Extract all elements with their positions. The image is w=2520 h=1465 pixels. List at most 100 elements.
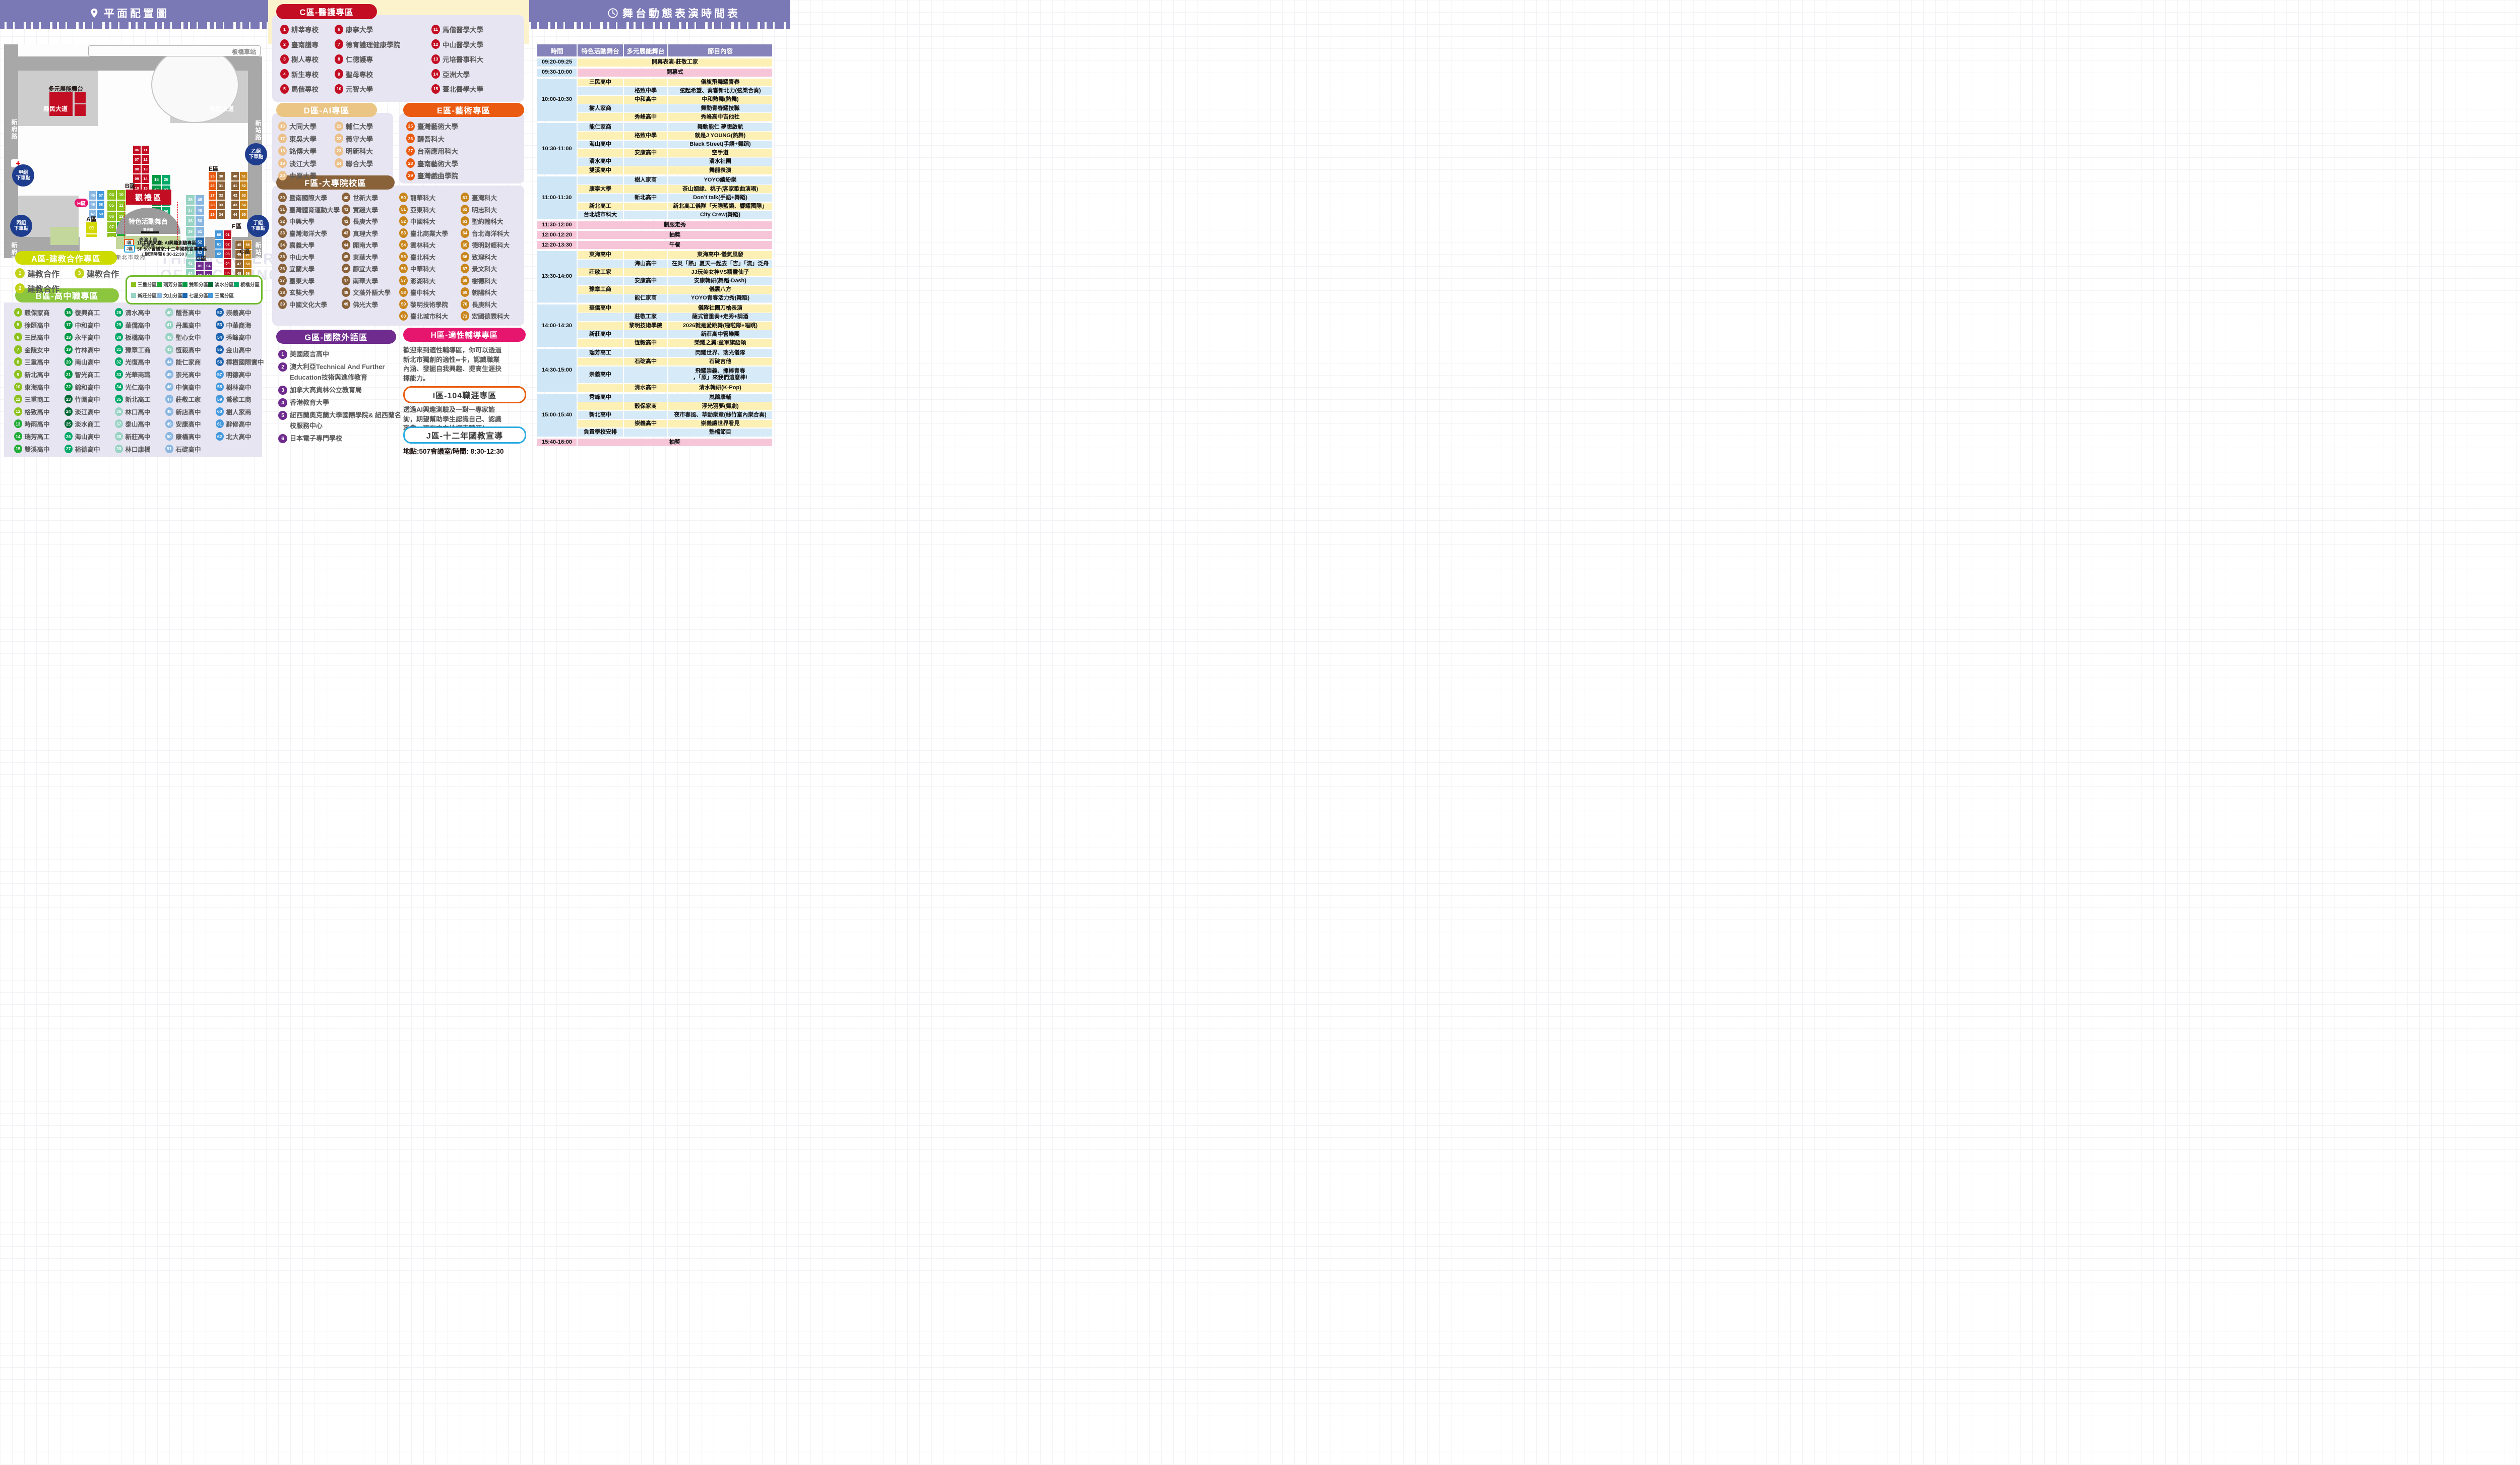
stall-cell: 16 (152, 174, 161, 186)
stall-cell: 06 (107, 211, 116, 222)
stall-cell: 26 (161, 174, 171, 186)
schedule-program-cell: 夜市春風、草動樂章(絲竹室內樂合奏) (668, 411, 772, 419)
schedule-school-cell: 安康高中 (624, 149, 667, 157)
zone-item-label: 復興商工 (75, 310, 100, 317)
location-pin-icon (89, 8, 100, 19)
zone-item-label: 樹德科大 (472, 277, 497, 285)
item-number-badge: 14 (14, 432, 22, 441)
zone-item-label: 中信高中 (175, 384, 201, 391)
stall-cell: 52 (195, 237, 205, 248)
zone-item-label: 莊敬工家 (175, 396, 201, 404)
zone-item: 44 能仁家商 (165, 357, 201, 367)
dropoff-stop: 乙組 下車點 (245, 143, 267, 165)
zone-f-list-1: 30 暨南國際大學 31 臺灣體育運動大學 32 中興大學 33 臺灣海洋大學 34 嘉義大學 35… (278, 193, 398, 314)
item-number-badge: 33 (278, 228, 287, 238)
item-number-badge: 42 (342, 216, 350, 226)
zone-item: 19 淡江大學 (278, 158, 317, 168)
map-zone-label: B區 (125, 182, 136, 190)
stall-cell: 07 (133, 155, 141, 164)
item-number-badge: 48 (342, 287, 350, 297)
zone-item-label: 加拿大高貴林公立教育局 (290, 386, 362, 394)
map-zone-label: G區 (196, 255, 207, 262)
schedule-school-cell (624, 78, 667, 87)
item-number-badge: 3 (278, 386, 287, 395)
zone-item-label: 臺灣藝術大學 (417, 123, 458, 131)
item-number-badge: 59 (399, 299, 408, 309)
zone-item: 24 淡江高中 (65, 407, 100, 416)
schedule-school-cell: 秀峰高中 (578, 394, 623, 402)
banqiao-station: 板橋車站 (88, 45, 261, 56)
zone-item-label: 台南應用科大 (417, 148, 458, 156)
schedule-school-cell (624, 185, 667, 193)
stall-cell: 33 (217, 200, 225, 210)
item-number-badge: 41 (342, 204, 350, 214)
schedule-time-cell: 10:00-10:30 (537, 78, 577, 121)
zone-item-label: 實踐大學 (353, 206, 379, 214)
legend-item: 新莊分區 (131, 292, 157, 299)
item-number-badge: 37 (115, 419, 123, 429)
stall-cell: 46 (89, 200, 97, 209)
item-number-badge: 20 (65, 357, 73, 367)
zone-g-header: G區-國際外語區 (276, 330, 396, 344)
item-number-badge: 60 (399, 311, 408, 321)
item-number-badge: 62 (216, 432, 224, 441)
zone-item-label: 林口高中 (125, 408, 151, 416)
stall-cell: 61 (215, 239, 223, 249)
schedule-program-cell: 秀峰高中吉他社 (668, 113, 772, 121)
road-label: 新站路 (255, 120, 262, 141)
zone-item: 58 樹林高中 (216, 382, 251, 392)
zone-item-label: 三重高中 (24, 359, 50, 367)
schedule-school-cell: 三民高中 (578, 78, 623, 87)
schedule-school-cell (624, 366, 667, 383)
item-number-badge: 7 (14, 345, 22, 354)
legend-color-swatch (131, 293, 136, 298)
schedule-program-cell: 2026就是愛跳舞(啦啦隊+唱跳) (668, 322, 772, 330)
item-number-badge: 25 (65, 419, 73, 429)
zone-item-label: 崇義高中 (226, 310, 251, 317)
item-number-badge: 9 (335, 69, 343, 79)
multi-stage-block-small1 (75, 92, 86, 103)
zone-item-label: 耕莘專校 (291, 26, 319, 34)
schedule-school-cell (624, 211, 667, 219)
schedule-time-cell: 14:00-14:30 (537, 304, 577, 347)
schedule-school-cell: 海山高中 (578, 140, 623, 149)
zone-a-list: 1 建教合作 2 建教合作 3 建教合作 (15, 267, 136, 298)
legend-color-swatch (182, 282, 187, 287)
map-zone-label: E區 (209, 165, 219, 172)
schedule-full-row: 制服走秀 (578, 221, 772, 229)
schedule-program-cell: 舞動青春耀技職 (668, 104, 772, 112)
zone-item-label: 佛光大學 (353, 301, 379, 309)
item-number-badge: 42 (165, 333, 173, 342)
schedule-program-cell: 儀旗飛舞耀青春 (668, 78, 772, 87)
item-number-badge: 39 (278, 299, 287, 309)
zone-item: 4 新生專校 (280, 69, 319, 79)
zone-item-label: 臺北商業大學 (410, 230, 449, 237)
zone-item-label: 建教合作 (27, 270, 60, 279)
zone-item: 13 元培醫事科大 (431, 54, 483, 64)
floorplan-title: 平面配置圖 (89, 6, 169, 21)
schedule-full-row: 抽獎 (578, 231, 772, 239)
zone-item-label: 錦和高中 (75, 384, 100, 391)
zone-item-label: 聖母專校 (346, 71, 373, 79)
zone-item-label: 淡江大學 (289, 160, 317, 168)
zone-item-label: 新北高中 (24, 372, 50, 379)
schedule-school-cell: 崇義高中 (624, 419, 667, 428)
zone-item: 42 聖心女中 (165, 332, 201, 342)
zone-item-label: 光華商職 (125, 372, 151, 379)
zone-d-header: D區-AI專區 (276, 103, 377, 117)
item-number-badge: 61 (461, 193, 469, 202)
zone-item: 40 世新大學 (342, 193, 378, 202)
zone-item-label: 大同大學 (289, 123, 317, 131)
zone-item: 2 澳大利亞Technical And Further Education技術與進… (278, 361, 404, 383)
zone-item: 53 中華商海 (216, 320, 251, 330)
zone-item: 35 新北高工 (115, 394, 151, 404)
zone-item-label: 穀保家商 (24, 310, 50, 317)
item-number-badge: 69 (461, 287, 469, 297)
schedule-program-cell: 茶山姻緣、桃子(客家歌曲演唱) (668, 185, 772, 193)
schedule-program-cell: 墊檔節目 (668, 428, 772, 437)
item-number-badge: 51 (165, 444, 173, 453)
zone-item: 27 台南應用科大 (406, 146, 458, 156)
zone-item: 43 真理大學 (342, 228, 378, 238)
zone-item: 23 竹圍高中 (65, 394, 100, 404)
schedule-program-cell: 石碇吉他 (668, 357, 772, 366)
